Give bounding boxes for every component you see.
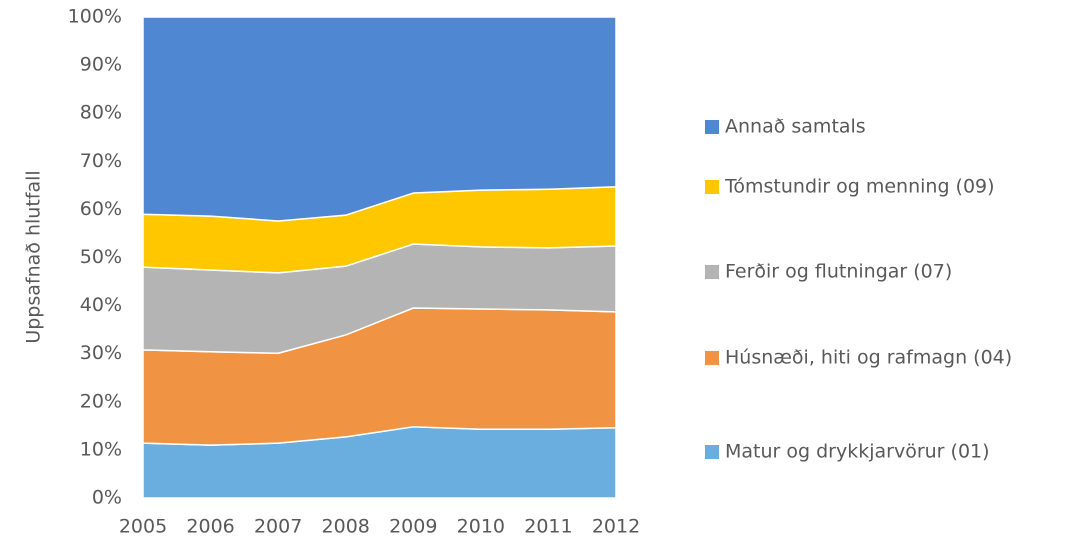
legend-label: Ferðir og flutningar (07) <box>725 261 952 283</box>
legend-label: Annað samtals <box>725 116 866 138</box>
x-tick-label: 2008 <box>322 516 370 538</box>
x-tick-label: 2011 <box>524 516 572 538</box>
area <box>142 16 617 222</box>
y-tick-label: 60% <box>80 198 122 220</box>
x-tick-label: 2012 <box>592 516 640 538</box>
x-tick-label: 2007 <box>254 516 302 538</box>
x-tick-label: 2006 <box>186 516 234 538</box>
y-tick-label: 20% <box>80 390 122 412</box>
legend-swatch <box>705 445 719 459</box>
x-tick-label: 2010 <box>457 516 505 538</box>
legend-label: Tómstundir og menning (09) <box>724 176 995 198</box>
y-tick-label: 70% <box>80 150 122 172</box>
y-tick-label: 80% <box>80 102 122 124</box>
legend-swatch <box>705 265 719 279</box>
y-tick-label: 90% <box>80 54 122 76</box>
legend-swatch <box>705 120 719 134</box>
y-tick-label: 50% <box>80 246 122 268</box>
y-axis-label: Uppsafnað hlutfall <box>23 170 45 343</box>
x-tick-label: 2009 <box>389 516 437 538</box>
legend-swatch <box>705 180 719 194</box>
y-tick-label: 40% <box>80 294 122 316</box>
legend-swatch <box>705 351 719 365</box>
y-tick-label: 0% <box>92 487 122 509</box>
y-tick-label: 10% <box>80 438 122 460</box>
legend-label: Húsnæði, hiti og rafmagn (04) <box>725 347 1012 369</box>
y-tick-label: 30% <box>80 342 122 364</box>
legend-label: Matur og drykkjarvörur (01) <box>725 441 990 463</box>
x-tick-label: 2005 <box>119 516 167 538</box>
y-tick-label: 100% <box>68 6 122 28</box>
